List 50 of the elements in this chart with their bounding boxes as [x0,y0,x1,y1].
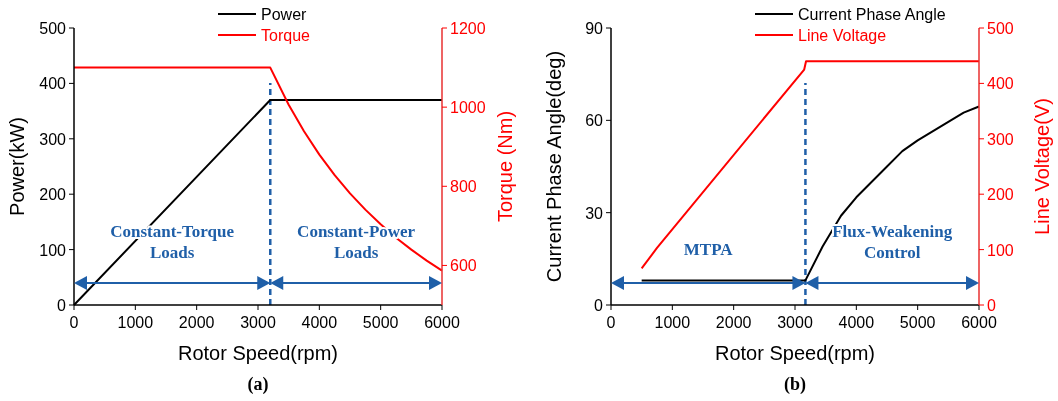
y2-tick-label: 400 [987,75,1014,93]
x-tick-label: 2000 [178,314,215,331]
y-tick-label: 400 [39,75,67,93]
y-tick-label: 200 [39,186,67,204]
y2-tick-label: 100 [987,241,1014,259]
y2-tick-label: 0 [987,297,996,314]
y2-axis-title: Line Voltage(V) [1031,98,1053,235]
x-tick-label: 1000 [654,314,691,331]
y2-tick-label: 1200 [450,20,486,37]
x-tick-label: 2000 [715,314,752,331]
y2-tick-label: 800 [450,178,477,196]
x-tick-label: 5000 [362,314,399,331]
y-tick-label: 60 [585,112,604,130]
y-tick-label: 0 [57,297,67,314]
legend-label: Current Phase Angle [798,6,946,23]
y-tick-label: 500 [39,20,67,37]
x-tick-label: 6000 [961,314,997,331]
y-tick-label: 100 [39,241,67,259]
x-tick-label: 5000 [899,314,936,331]
text: (a) [247,374,269,395]
y2-tick-label: 500 [987,20,1014,37]
y-tick-label: 30 [585,204,604,222]
annotation: Flux-Weakening Control [832,222,953,262]
line-series [640,60,980,270]
y-tick-label: 90 [585,20,604,37]
x-tick-label: 1000 [117,314,154,331]
text: (b) [784,374,806,395]
legend-label: Torque [261,27,311,44]
x-axis-title: Rotor Speed(rpm) [714,342,876,364]
x-tick-label: 0 [69,314,79,331]
y-axis-title: Current Phase Angle(deg) [543,50,565,283]
y-tick-label: 0 [594,297,604,314]
y2-tick-label: 1000 [450,99,486,117]
y2-tick-label: 200 [987,186,1014,204]
x-tick-label: 4000 [301,314,338,331]
y-axis-title: Power(kW) [6,117,28,216]
y2-axis-title: Torque (Nm) [494,110,516,223]
x-axis-title: Rotor Speed(rpm) [177,342,339,364]
x-tick-label: 6000 [424,314,460,331]
x-tick-label: 0 [606,314,616,331]
y2-tick-label: 600 [450,257,477,275]
annotation: MTPA [683,240,734,259]
legend-label: Power [261,6,308,23]
y2-tick-label: 300 [987,130,1014,148]
x-tick-label: 4000 [838,314,875,331]
x-tick-label: 3000 [777,314,813,331]
legend-label: Line Voltage [798,27,887,44]
y-tick-label: 300 [39,130,67,148]
x-tick-label: 3000 [240,314,276,331]
line-series [73,66,443,272]
